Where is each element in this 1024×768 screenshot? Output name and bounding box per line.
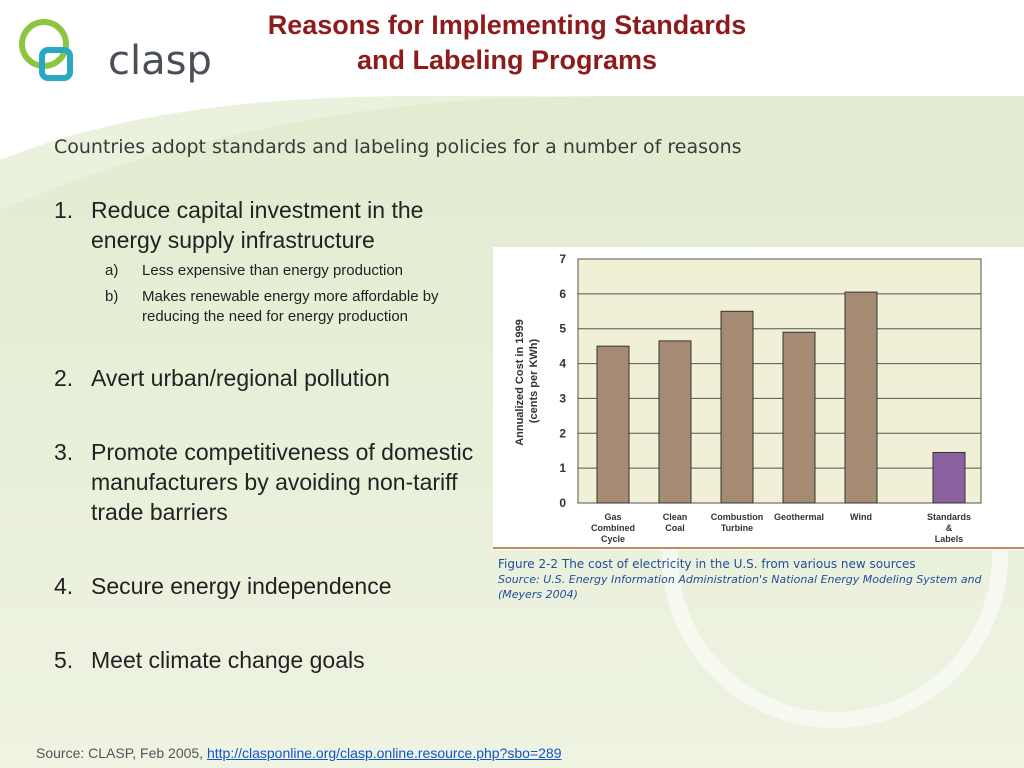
y-tick-labels: 0 1 2 3 4 5 6 7: [559, 252, 566, 510]
reason-text: Avert urban/regional pollution: [91, 365, 390, 391]
reason-number: 4.: [54, 573, 74, 599]
bars: [596, 291, 966, 504]
reason-item-3: 3. Promote competitiveness of domestic m…: [54, 437, 494, 527]
reasons-list: 1. Reduce capital investment in the ener…: [54, 195, 494, 675]
plot-area: [577, 258, 982, 504]
sub-number: b): [105, 288, 119, 305]
x-tick-label-line: Labels: [935, 534, 964, 544]
source-link[interactable]: http://clasponline.org/clasp.online.reso…: [206, 745, 562, 761]
x-tick-label-line: Combined: [591, 523, 635, 533]
x-tick-label: Wind: [850, 512, 872, 522]
y-axis-label-line-1: Annualized Cost in 1999: [514, 319, 526, 446]
source-footer: Source: CLASP, Feb 2005, http://clasponl…: [36, 745, 562, 761]
x-tick-label-line: Combustion: [711, 512, 764, 522]
figure-caption: Figure 2-2 The cost of electricity in th…: [498, 556, 1024, 602]
reason-text: Secure energy independence: [91, 573, 392, 599]
x-tick-label: Combustion Turbine: [711, 512, 764, 533]
bar: [596, 345, 630, 504]
reason-item-2: 2. Avert urban/regional pollution: [54, 363, 494, 393]
gridlines: [578, 293, 981, 469]
title-line-1: Reasons for Implementing Standards: [267, 10, 747, 40]
x-tick-label-line: Wind: [850, 512, 872, 522]
y-tick-label: 4: [559, 357, 566, 371]
bar: [720, 310, 754, 504]
y-tick-label: 5: [559, 322, 566, 336]
cost-bar-chart: 0 1 2 3 4 5 6 7 Gas Combined Cycle Clean Coal Combus…: [493, 252, 1024, 549]
x-tick-label: Gas Combined Cycle: [591, 512, 635, 544]
x-tick-label-line: &: [946, 523, 953, 533]
reason-item-1: 1. Reduce capital investment in the ener…: [54, 195, 494, 327]
y-tick-label: 3: [559, 391, 566, 405]
logo-wordmark: clasp: [108, 38, 212, 84]
title-line-2: and Labeling Programs: [356, 45, 658, 76]
sub-number: a): [105, 262, 119, 279]
y-tick-label: 1: [559, 461, 566, 475]
x-tick-labels: Gas Combined Cycle Clean Coal Combustion Turbi…: [591, 512, 971, 544]
caption-source: Source: U.S. Energy Information Administ…: [498, 573, 982, 601]
reason-number: 5.: [54, 647, 74, 673]
x-tick-label-line: Geothermal: [774, 512, 824, 522]
bar: [844, 291, 878, 504]
reason-text: Meet climate change goals: [91, 647, 365, 673]
sub-text: Less expensive than energy production: [142, 262, 404, 279]
subtitle: Countries adopt standards and labeling p…: [54, 136, 742, 158]
page-title: Reasons for Implementing Standards and L…: [220, 8, 794, 78]
bar: [658, 340, 692, 504]
x-tick-label: Standards & Labels: [927, 512, 971, 544]
bar: [782, 331, 816, 504]
source-prefix: Source: CLASP, Feb 2005,: [36, 745, 207, 761]
bar: [932, 451, 966, 504]
x-tick-label: Geothermal: [774, 512, 824, 522]
sub-item-a: a) Less expensive than energy production: [91, 261, 494, 281]
x-tick-label-line: Clean: [663, 512, 688, 522]
x-tick-label-line: Gas: [604, 512, 621, 522]
y-axis-label-line-2: (cents per KWh): [528, 338, 540, 423]
y-axis-label: Annualized Cost in 1999 (cents per KWh): [514, 316, 540, 446]
y-tick-label: 0: [559, 496, 566, 510]
sub-text: Makes renewable energy more affordable b…: [142, 288, 439, 325]
caption-title: Figure 2-2 The cost of electricity in th…: [498, 557, 916, 571]
reason-number: 3.: [54, 439, 74, 465]
x-tick-label-line: Turbine: [721, 523, 753, 533]
y-tick-label: 2: [559, 426, 566, 440]
reason-sublist: a) Less expensive than energy production…: [91, 261, 494, 327]
sub-item-b: b) Makes renewable energy more affordabl…: [91, 287, 494, 327]
reason-text: Reduce capital investment in the energy …: [91, 197, 424, 253]
x-tick-label: Clean Coal: [663, 512, 688, 533]
reason-number: 2.: [54, 365, 74, 391]
y-tick-label: 6: [559, 287, 566, 301]
clasp-logo: clasp: [18, 14, 212, 86]
logo-mark-icon: [19, 19, 73, 81]
y-tick-label: 7: [559, 252, 566, 266]
reason-item-5: 5. Meet climate change goals: [54, 645, 494, 675]
reason-text: Promote competitiveness of domestic manu…: [91, 439, 474, 525]
x-tick-label-line: Standards: [927, 512, 971, 522]
cost-chart-panel: 0 1 2 3 4 5 6 7 Gas Combined Cycle Clean Coal Combus…: [493, 247, 1024, 550]
x-tick-label-line: Cycle: [601, 534, 625, 544]
x-tick-label-line: Coal: [665, 523, 685, 533]
reason-item-4: 4. Secure energy independence: [54, 571, 494, 601]
reason-number: 1.: [54, 197, 74, 223]
